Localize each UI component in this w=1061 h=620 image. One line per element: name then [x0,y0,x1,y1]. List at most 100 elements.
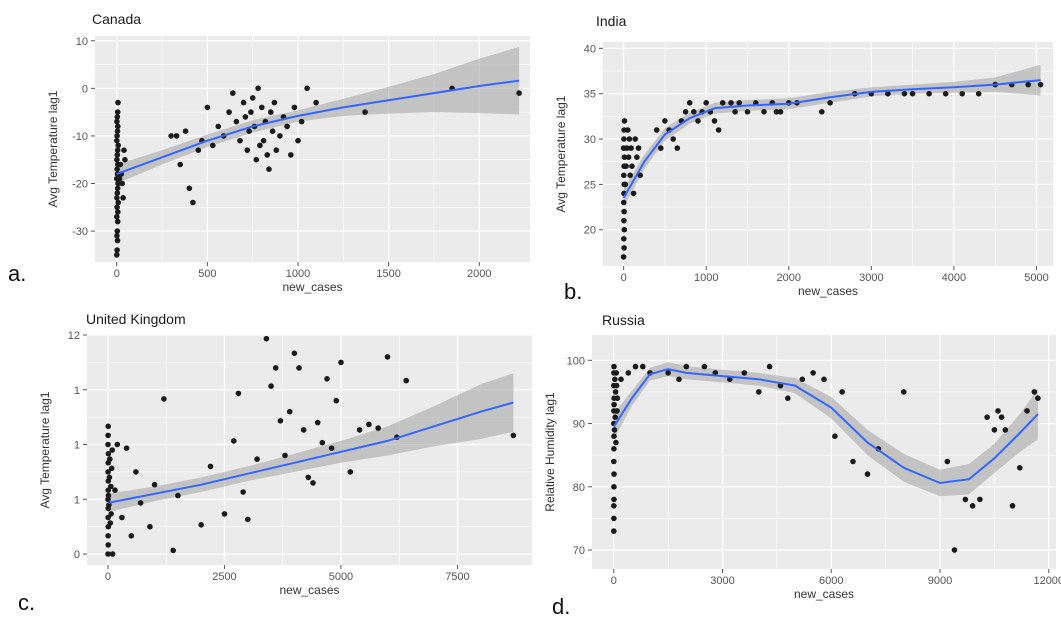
panel-letter-a: a. [8,261,26,286]
data-point [119,514,125,521]
data-point [105,450,112,457]
data-point [305,474,312,481]
chart-united-kingdom: 0 2500 5000 7500 12 1 1 1 0 United Kingdom new_cas… [38,311,532,597]
data-point [959,90,965,97]
data-point [611,515,617,522]
data-point [244,147,251,153]
y-axis-label: Avg Temperature lag1 [38,391,52,508]
x-tick-label: 5000 [329,571,353,583]
chart-title: Russia [602,312,645,328]
data-point [384,354,391,360]
data-point [623,163,629,169]
x-axis-label: new_cases [282,280,342,294]
data-point [114,228,121,234]
y-axis-label: Avg Temperature lag1 [46,90,60,207]
data-point [114,166,120,172]
data-point [612,389,619,395]
data-point [662,118,668,124]
data-point [766,363,773,370]
data-point [611,503,617,509]
data-point [701,363,708,370]
data-point [115,99,121,106]
y-tick-label: 40 [584,43,596,55]
x-tick-label: 6000 [819,575,843,587]
data-point [1009,503,1016,509]
data-point [264,152,271,158]
data-point [114,195,120,201]
x-tick-label: 1000 [286,268,310,280]
data-point [291,350,298,357]
x-axis-label: new_cases [794,587,854,601]
data-point [186,185,193,192]
data-point [122,156,128,163]
data-point [637,172,643,179]
data-point [635,145,642,151]
y-tick-label: 35 [584,89,596,101]
data-point [319,439,326,446]
data-point [975,90,982,97]
data-point [105,551,111,557]
y-tick-label: -10 [72,131,88,143]
data-point [962,496,969,503]
x-tick-label: 500 [198,268,216,280]
confidence-ribbon [108,373,514,513]
data-point [621,118,628,124]
y-tick-label: 90 [573,419,585,431]
y-tick-label: 1 [74,494,80,506]
data-point [611,496,617,503]
data-point [614,408,620,414]
data-point [624,145,630,151]
data-point [629,163,635,169]
data-point [269,128,276,134]
data-point [324,376,330,382]
y-tick-label: 12 [68,330,80,342]
data-point [347,469,354,475]
data-point [128,533,135,539]
data-point [109,551,116,557]
data-point [260,137,267,144]
data-point [298,118,305,125]
smooth-trend-line [622,79,1041,199]
data-point [653,127,660,133]
data-point [253,156,260,163]
smooth-trend-line [107,401,514,504]
data-point [727,376,733,383]
x-tick-label: 2000 [467,268,491,280]
data-point [630,190,637,197]
data-point [821,376,827,383]
data-point [173,133,180,139]
x-tick-label: 0 [114,268,120,280]
y-tick-label: 20 [584,225,596,237]
data-point [621,226,628,233]
data-point [510,432,517,439]
data-point [114,118,120,125]
data-point [926,90,932,97]
data-point [686,100,693,106]
data-point [611,433,617,440]
data-point [277,418,284,424]
data-point [105,423,111,430]
data-point [683,363,690,370]
data-point [728,100,734,106]
data-point [670,136,676,142]
data-point [328,445,335,452]
data-point [133,469,139,475]
data-point [137,500,144,506]
data-point [864,471,871,477]
y-tick-label: 1 [74,385,80,397]
panel-letter-b: b. [564,279,582,304]
data-point [226,109,232,115]
data-point [366,421,372,428]
data-point [114,128,121,134]
data-point [951,547,958,553]
y-tick-label: 80 [573,482,585,494]
data-point [259,104,265,111]
data-point [761,109,767,115]
data-point [944,458,951,465]
data-point [777,109,784,115]
data-point [268,383,274,389]
y-tick-label: 30 [584,134,596,146]
data-point [231,438,237,444]
data-point [621,154,628,160]
chart-title: Canada [92,11,141,27]
